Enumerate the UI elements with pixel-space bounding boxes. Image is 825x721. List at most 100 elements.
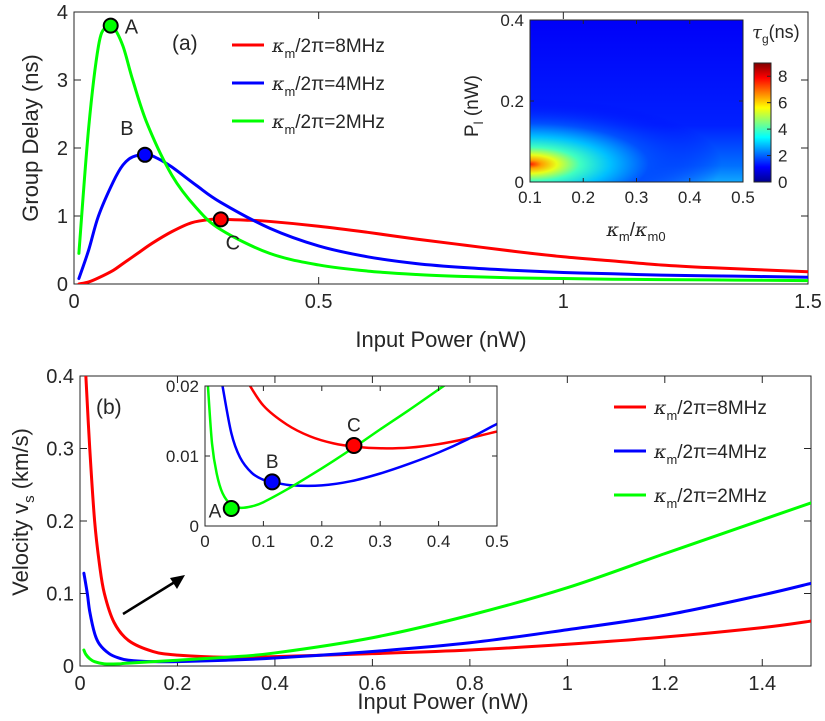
legend-label: κm/2π=2MHz (653, 485, 767, 511)
point-marker-label: A (125, 17, 139, 39)
x-tick-label: 0.6 (358, 673, 386, 695)
point-marker (263, 473, 281, 491)
x-tick-label: 0.5 (731, 188, 755, 207)
series-line (82, 501, 811, 666)
legend-label: κm/2π=8MHz (271, 35, 385, 61)
legend-subscript: m (666, 452, 677, 467)
x-tick-label: 0.3 (368, 532, 392, 551)
legend-subscript: m (666, 408, 677, 423)
legend-text: /2π=2MHz (677, 486, 767, 507)
panel-b-inset-markers: A B C (209, 416, 363, 523)
series-line (221, 386, 497, 488)
heatmap-peak (530, 20, 743, 182)
legend-symbol: κ (653, 397, 667, 419)
y-tick-label: 0.01 (166, 447, 199, 466)
panel-b: 0 0.2 0.4 0.6 0.8 1 1.2 1.4 0 0.1 0.2 0.3 0.4 (b) In… (8, 366, 812, 714)
panel-a-label: (a) (172, 32, 198, 55)
x-tick-label: 0.4 (261, 673, 289, 695)
legend-text: /2π=8MHz (677, 398, 767, 419)
colorbar-ticks: 0 2 4 6 8 (767, 67, 787, 192)
y-tick-label: 0.02 (166, 377, 199, 396)
series-line (77, 153, 808, 281)
x-tick-label: 1 (562, 673, 573, 695)
y-tick-label: 1 (57, 206, 68, 228)
y-tick-label: 0.3 (46, 439, 74, 461)
legend-text: /2π=8MHz (295, 36, 385, 57)
panel-b-series (82, 376, 811, 666)
x-tick-label: 0.5 (305, 291, 333, 313)
legend-label: κm/2π=4MHz (271, 73, 385, 99)
legend-subscript: m (284, 46, 295, 61)
point-marker (212, 211, 229, 228)
point-marker-label: C (347, 416, 361, 437)
panel-b-y-axis-label: Velocity vs (km/s) (8, 428, 38, 596)
series-line (82, 571, 811, 664)
colorbar-tick-label: 0 (778, 173, 787, 192)
point-marker (136, 146, 153, 163)
legend-symbol: κ (271, 35, 285, 57)
legend-text: /2π=4MHz (677, 442, 767, 463)
legend-text: /2π=4MHz (295, 74, 385, 95)
legend-subscript: m (284, 122, 295, 137)
colorbar-tick-label: 6 (778, 94, 787, 113)
y-tick-label: 0 (57, 274, 68, 296)
inset-pointer-arrow (122, 575, 185, 616)
colorbar (753, 62, 772, 183)
point-marker-label: B (120, 118, 133, 140)
x-tick-label: 0.1 (518, 188, 542, 207)
colorbar-tick-label: 2 (778, 147, 787, 166)
x-tick-label: 0.1 (252, 532, 276, 551)
x-tick-label: 0.4 (427, 532, 451, 551)
panel-b-inset-background (205, 386, 497, 526)
legend-symbol: κ (271, 111, 285, 133)
legend-text: /2π=2MHz (295, 112, 385, 133)
y-tick-label: 0 (63, 656, 74, 678)
y-tick-label: 3 (57, 70, 68, 92)
legend-label: κm/2π=2MHz (271, 111, 385, 137)
panel-a-inset-heatmap: 0.1 0.2 0.3 0.4 0.5 0 0.2 0.4 κm/κm0 Pl (nW) 0 2… (462, 11, 800, 244)
panel-b-label: (b) (96, 396, 122, 419)
legend-symbol: κ (653, 441, 667, 463)
panel-b-ticks: 0 0.2 0.4 0.6 0.8 1 1.2 1.4 0 0.1 0.2 0.3 0.4 (46, 366, 811, 695)
series-line (84, 376, 811, 659)
x-tick-label: 1 (558, 291, 569, 313)
y-tick-label: 0.2 (46, 511, 74, 533)
panel-a-markers: A B C (102, 17, 240, 254)
x-tick-label: 0 (200, 532, 209, 551)
point-marker-label: A (209, 502, 222, 523)
heatmap-y-axis-label: Pl (nW) (462, 75, 486, 137)
legend-label: κm/2π=4MHz (653, 441, 767, 467)
panel-a-ticks: 0 0.5 1 1.5 0 1 2 3 4 (57, 2, 822, 313)
y-tick-label: 0.1 (46, 584, 74, 606)
x-tick-label: 1.4 (748, 673, 776, 695)
y-tick-label: 4 (57, 2, 68, 24)
series-line (206, 386, 446, 510)
heatmap-x-axis-label: κm/κm0 (605, 219, 665, 244)
legend-subscript: m (666, 496, 677, 511)
y-tick-label: 0.2 (500, 92, 524, 111)
legend-label: κm/2π=8MHz (653, 397, 767, 423)
x-tick-label: 0.2 (571, 188, 595, 207)
panel-b-inset-ticks: 0 0.1 0.2 0.3 0.4 0.5 0 0.01 0.02 (166, 377, 509, 551)
y-tick-label: 0 (190, 517, 199, 536)
colorbar-tick-label: 4 (778, 120, 787, 139)
y-tick-label: 0 (515, 173, 524, 192)
x-tick-label: 0.8 (456, 673, 484, 695)
x-tick-label: 0 (74, 673, 85, 695)
x-tick-label: 0.3 (625, 188, 649, 207)
y-tick-label: 0.4 (46, 366, 74, 388)
legend-symbol: κ (653, 485, 667, 507)
panel-a: 0 0.5 1 1.5 0 1 2 3 4 A B C (a) Input Power (nW) G… (18, 2, 822, 352)
x-tick-label: 0.5 (485, 532, 509, 551)
colorbar-title: τg(ns) (752, 22, 800, 46)
y-tick-label: 2 (57, 138, 68, 160)
x-tick-label: 1.2 (651, 673, 679, 695)
panel-a-x-axis-label: Input Power (nW) (355, 327, 526, 352)
panel-b-inset: 0 0.1 0.2 0.3 0.4 0.5 0 0.01 0.02 A B C (166, 377, 509, 551)
legend-subscript: m (284, 84, 295, 99)
panel-b-x-axis-label: Input Power (nW) (357, 689, 528, 714)
colorbar-tick-label: 8 (778, 67, 787, 86)
